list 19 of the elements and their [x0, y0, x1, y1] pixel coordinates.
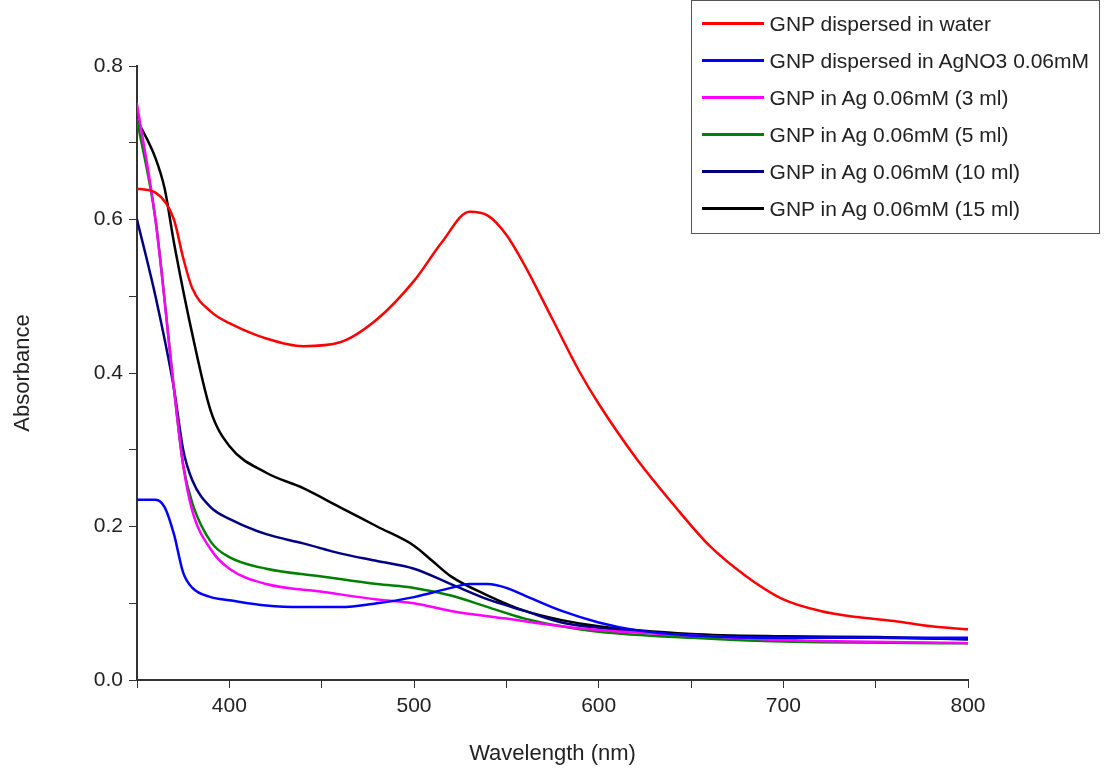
y-tick-label: 0.4	[93, 359, 124, 383]
x-tick-label: 800	[950, 693, 986, 717]
legend-label: GNP in Ag 0.06mM (5 ml)	[769, 122, 1009, 147]
y-tick-label: 0.2	[93, 513, 123, 537]
legend-label: GNP dispersed in water	[769, 11, 991, 36]
y-axis-title: Absorbance	[9, 314, 35, 432]
legend-label: GNP dispersed in AgNO3 0.06mM	[769, 48, 1089, 73]
legend-label: GNP in Ag 0.06mM (10 ml)	[769, 159, 1021, 184]
legend-label: GNP in Ag 0.06mM (3 ml)	[769, 85, 1009, 110]
legend-label: GNP in Ag 0.06mM (15 ml)	[769, 196, 1021, 221]
line-series	[137, 498, 968, 640]
y-tick-label: 0.8	[93, 52, 123, 76]
y-tick-label: 0.0	[93, 666, 123, 690]
y-tick-label: 0.6	[93, 206, 123, 230]
x-tick-label: 500	[396, 693, 432, 717]
x-axis-title: Wavelength (nm)	[469, 739, 636, 765]
x-tick-label: 700	[765, 693, 801, 717]
x-tick-label: 400	[211, 693, 247, 717]
x-tick-label: 600	[581, 693, 617, 717]
